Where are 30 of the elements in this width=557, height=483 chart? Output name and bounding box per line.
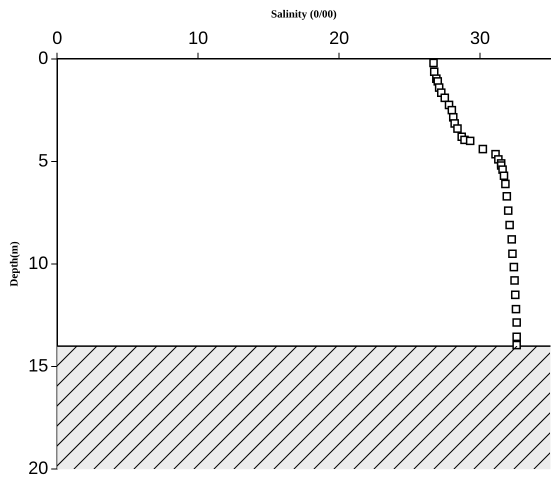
x-tick-label: 10 bbox=[188, 28, 208, 48]
y-axis-title: Depth(m) bbox=[8, 241, 20, 287]
y-tick-label: 20 bbox=[28, 458, 48, 478]
point bbox=[466, 136, 474, 146]
y-tick-label: 10 bbox=[28, 252, 48, 273]
point bbox=[510, 276, 519, 285]
point bbox=[502, 192, 512, 201]
x-tick-label: 20 bbox=[329, 28, 350, 48]
point bbox=[500, 171, 508, 180]
point bbox=[505, 220, 514, 230]
point bbox=[453, 124, 462, 133]
point bbox=[512, 318, 521, 327]
point bbox=[510, 290, 520, 300]
point bbox=[504, 206, 513, 215]
x-tick-label: 30 bbox=[470, 28, 490, 48]
point bbox=[507, 235, 516, 244]
point bbox=[429, 58, 438, 68]
point bbox=[501, 180, 510, 188]
point bbox=[512, 304, 520, 314]
point bbox=[512, 340, 521, 350]
y-tick-label: 15 bbox=[28, 356, 48, 376]
x-axis-title: Salinity (0/00) bbox=[271, 8, 338, 20]
point bbox=[508, 249, 517, 258]
y-tick-label: 0 bbox=[38, 48, 48, 68]
point bbox=[510, 262, 518, 272]
x-tick-label: 0 bbox=[52, 28, 62, 48]
point bbox=[512, 332, 521, 342]
point bbox=[440, 94, 450, 102]
point bbox=[478, 144, 488, 154]
y-tick-label: 5 bbox=[38, 150, 48, 170]
